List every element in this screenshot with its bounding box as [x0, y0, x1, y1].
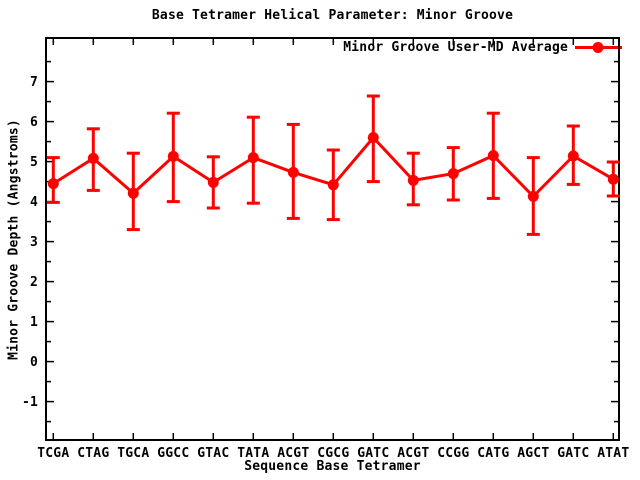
data-point — [527, 190, 539, 202]
data-point — [407, 174, 419, 186]
legend-label: Minor Groove User-MD Average — [343, 40, 568, 55]
x-tick-label: TATA — [237, 446, 269, 461]
data-point — [247, 152, 259, 164]
legend-line-marker-icon — [575, 42, 622, 53]
y-tick-label: 6 — [30, 115, 38, 130]
y-tick-label: 3 — [30, 235, 38, 250]
x-axis-title: Sequence Base Tetramer — [244, 459, 421, 474]
legend: Minor Groove User-MD Average — [343, 40, 622, 55]
x-tick-label: AGCT — [517, 446, 549, 461]
y-tick-label: 5 — [30, 155, 38, 170]
y-tick-label: 4 — [30, 195, 38, 210]
data-point — [87, 152, 99, 164]
y-tick-label: 1 — [30, 315, 38, 330]
data-point — [47, 178, 59, 190]
data-point — [287, 166, 299, 178]
data-point — [327, 179, 339, 191]
y-tick-label: 0 — [30, 355, 38, 370]
data-point — [207, 176, 219, 188]
data-point — [367, 132, 379, 144]
x-tick-label: GATC — [357, 446, 389, 461]
data-point — [567, 150, 579, 162]
x-tick-label: GTAC — [197, 446, 229, 461]
x-tick-label: ACGT — [397, 446, 429, 461]
data-point — [607, 173, 619, 185]
chart-title: Base Tetramer Helical Parameter: Minor G… — [151, 8, 514, 23]
y-tick-label: -1 — [22, 395, 38, 410]
y-tick-label: 2 — [30, 275, 38, 290]
x-tick-label: GGCC — [157, 446, 189, 461]
y-tick-label: 7 — [30, 75, 38, 90]
x-tick-label: TGCA — [117, 446, 149, 461]
x-tick-label: CCGG — [437, 446, 469, 461]
data-point — [487, 150, 499, 162]
x-tick-label: ATAT — [597, 446, 629, 461]
x-tick-label: ACGT — [277, 446, 309, 461]
x-tick-label: CGCG — [317, 446, 349, 461]
data-point — [167, 150, 179, 162]
legend-sample-point — [592, 42, 604, 53]
x-tick-label: GATC — [557, 446, 589, 461]
data-point — [127, 187, 139, 199]
data-point — [447, 168, 459, 180]
x-tick-label: CATG — [477, 446, 509, 461]
x-tick-label: CTAG — [77, 446, 109, 461]
plot-border — [45, 37, 620, 441]
x-tick-label: TCGA — [37, 446, 69, 461]
